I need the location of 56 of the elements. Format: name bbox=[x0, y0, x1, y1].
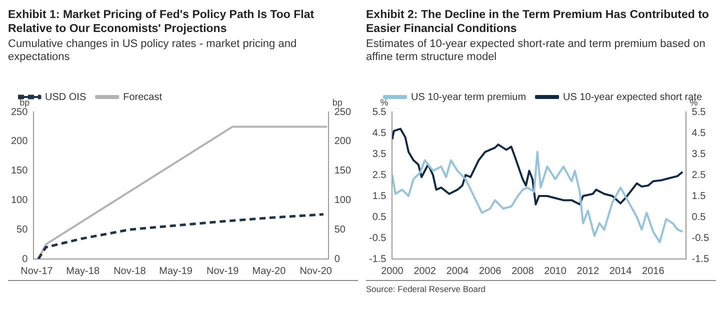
x-tick-label: 2004 bbox=[446, 266, 470, 277]
chart-title: Exhibit 2: The Decline in the Term Premium Has Contributed to Easier Financial Conditions bbox=[366, 8, 710, 36]
y2-tick-label: 3.5 bbox=[692, 148, 706, 160]
y-tick-label: 100 bbox=[10, 194, 28, 206]
y-tick-label: 0.5 bbox=[372, 212, 387, 223]
y2-tick-label: 2.5 bbox=[692, 170, 706, 181]
y-tick-label: 1.5 bbox=[372, 190, 387, 202]
x-tick-label: Nov-18 bbox=[114, 266, 146, 277]
y2-tick-label: 250 bbox=[334, 106, 352, 118]
chart-subtitle: Estimates of 10-year expected short-rate and term premium based on affine term structure model bbox=[366, 38, 706, 65]
y-tick-label: 250 bbox=[10, 106, 28, 118]
y2-tick-label: -0.5 bbox=[692, 232, 710, 244]
x-tick-label: May-19 bbox=[159, 266, 193, 277]
y-tick-label: 3.5 bbox=[372, 148, 387, 160]
x-tick-label: May-18 bbox=[66, 266, 100, 277]
y2-tick-label: 100 bbox=[334, 194, 352, 206]
y2-tick-label: 0 bbox=[334, 254, 340, 265]
y2-axis-title: bp bbox=[332, 97, 342, 108]
legend-label: USD OIS bbox=[45, 92, 86, 103]
x-tick-label: 2006 bbox=[478, 266, 502, 277]
y2-tick-label: 150 bbox=[334, 166, 352, 177]
y-tick-label: 4.5 bbox=[372, 128, 387, 139]
y-tick-label: 200 bbox=[10, 136, 28, 148]
y-tick-label: 0 bbox=[22, 254, 28, 265]
chart-subtitle: Cumulative changes in US policy rates - market pricing and expectations bbox=[8, 38, 298, 65]
x-tick-label: 2016 bbox=[642, 266, 665, 277]
x-tick-label: 2000 bbox=[381, 266, 404, 277]
y2-tick-label: 4.5 bbox=[692, 128, 706, 139]
y2-tick-label: 0.5 bbox=[692, 212, 706, 223]
y-tick-label: -0.5 bbox=[368, 232, 387, 244]
y2-tick-label: 1.5 bbox=[692, 190, 706, 202]
y-tick-label: -1.5 bbox=[368, 254, 387, 265]
x-tick-label: Nov-17 bbox=[20, 266, 54, 277]
x-tick-label: 2014 bbox=[609, 266, 632, 277]
y2-tick-label: -1.5 bbox=[692, 254, 710, 265]
legend-label: Forecast bbox=[123, 92, 162, 103]
y2-tick-label: 200 bbox=[334, 136, 352, 148]
x-tick-label: 2012 bbox=[576, 266, 600, 277]
x-tick-label: 2002 bbox=[414, 266, 436, 277]
y-tick-label: 5.5 bbox=[372, 106, 387, 118]
line-series bbox=[37, 213, 325, 259]
y-tick-label: 50 bbox=[16, 224, 28, 236]
x-tick-label: Nov-20 bbox=[300, 266, 332, 277]
x-tick-label: Nov-19 bbox=[206, 266, 240, 277]
x-tick-label: May-20 bbox=[252, 266, 286, 277]
chart-title: Exhibit 1: Market Pricing of Fed's Policy Path Is Too Flat Relative to Our Economists' Projections bbox=[8, 8, 316, 36]
y-axis-title: % bbox=[380, 97, 388, 108]
y-axis-title: bp bbox=[20, 97, 30, 108]
y-tick-label: 2.5 bbox=[372, 170, 387, 181]
legend-label: US 10-year term premium bbox=[411, 92, 526, 103]
x-tick-label: 2010 bbox=[544, 266, 567, 277]
y2-tick-label: 50 bbox=[334, 224, 346, 236]
source-note: Source: Federal Reserve Board bbox=[366, 284, 486, 294]
x-tick-label: 2008 bbox=[512, 266, 534, 277]
y-tick-label: 150 bbox=[10, 166, 28, 177]
y2-tick-label: 5.5 bbox=[692, 106, 706, 118]
